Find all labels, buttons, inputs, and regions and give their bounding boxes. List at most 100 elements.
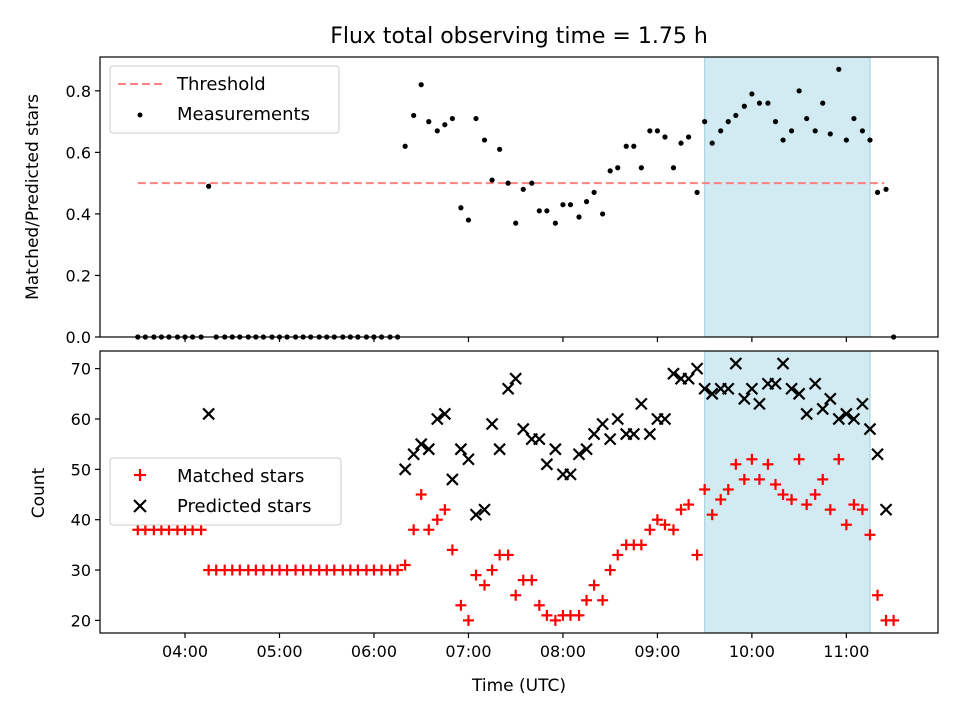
- bottom-yaxis: 20 30 40 50 60 70: [71, 360, 100, 630]
- matched-star-point: [667, 524, 679, 536]
- x-b: [454, 442, 468, 456]
- measurement-point: [765, 100, 771, 106]
- top-ytick-label: 0.2: [66, 266, 91, 285]
- measurement-point: [788, 128, 795, 134]
- matched-star-point: [462, 614, 474, 626]
- predicted-star-point: [549, 442, 562, 456]
- matched-star-point: [573, 609, 585, 621]
- bottom-predicted-layer: [202, 357, 893, 521]
- predicted-star-point: [533, 432, 546, 446]
- predicted-star-point: [603, 432, 617, 446]
- x-b: [738, 392, 751, 406]
- matched-star-point: [715, 494, 727, 506]
- bottom-xtick-label: 07:00: [445, 642, 491, 661]
- predicted-star-point: [721, 382, 735, 396]
- x-b: [800, 407, 813, 421]
- top-yaxis: 0.0 0.2 0.4 0.6 0.8: [66, 82, 100, 347]
- predicted-legend-swatch: [133, 499, 147, 513]
- measurement-point: [741, 103, 747, 109]
- predicted-star-point: [462, 452, 475, 466]
- x-b: [627, 427, 641, 441]
- matched-star-point: [809, 489, 821, 501]
- matched-star-point: [848, 499, 860, 511]
- matched-star-point: [762, 458, 774, 470]
- x-b: [635, 397, 648, 411]
- bottom-highlight-span: [704, 350, 871, 634]
- measurement-point: [796, 88, 802, 94]
- bottom-plot-frame: [99, 350, 939, 634]
- bottom-xlabel: Time (UTC): [471, 676, 566, 696]
- measurement-point: [725, 119, 731, 125]
- matched-star-point: [533, 599, 545, 611]
- x-b: [202, 407, 215, 421]
- bottom-ytick-label: 40: [71, 511, 91, 530]
- x-b: [414, 437, 428, 451]
- bottom-xaxis: 04:00 05:00 06:00 07:00 08:00 09:00 10:00 11:00: [162, 633, 869, 661]
- matched-star-point: [541, 609, 553, 621]
- top-ytick-label: 0.8: [66, 82, 91, 101]
- matched-star-point: [399, 559, 411, 571]
- measurement-point: [529, 180, 535, 186]
- x-b: [478, 503, 491, 516]
- bottom-legend-box: [109, 457, 342, 526]
- matched-star-point: [423, 524, 435, 536]
- x-b: [824, 392, 837, 406]
- top-ytick-label: 0.4: [66, 205, 91, 224]
- matched-star-point: [195, 524, 207, 536]
- predicted-star-point: [658, 412, 672, 426]
- predicted-star-point: [871, 447, 884, 461]
- bottom-xtick-label: 06:00: [351, 642, 397, 661]
- bottom-highlight-layer: [704, 350, 871, 634]
- top-ytick-label: 0.6: [66, 143, 91, 162]
- measurement-point: [560, 202, 566, 208]
- matched-star-point: [786, 494, 798, 506]
- predicted-star-point: [698, 382, 711, 396]
- matched-star-point: [801, 499, 813, 511]
- matched-star-point: [730, 458, 742, 470]
- x-b: [863, 422, 877, 436]
- measurement-point: [552, 220, 558, 226]
- matched-star-point: [644, 524, 656, 536]
- matched-star-point: [526, 574, 538, 586]
- top-highlight-span: [704, 56, 871, 338]
- measurement-point: [536, 208, 542, 214]
- measurement-point: [411, 112, 417, 119]
- predicted-star-point: [753, 397, 766, 411]
- x-b: [658, 412, 672, 426]
- measurement-point: [583, 199, 590, 205]
- matched-star-point: [431, 514, 443, 526]
- measurement-point: [465, 217, 472, 223]
- predicted-star-point: [816, 402, 830, 416]
- measurement-point: [576, 214, 582, 220]
- measurement-point: [402, 143, 408, 149]
- top-ytick-label: 0.0: [66, 328, 91, 347]
- x-b: [879, 503, 893, 516]
- matched-star-point: [635, 539, 647, 551]
- x-b: [856, 397, 869, 411]
- predicted-star-point: [422, 442, 436, 456]
- predicted-star-point: [832, 412, 846, 426]
- measurement-point: [654, 128, 661, 134]
- matched-star-point: [604, 564, 616, 576]
- predicted-star-point: [729, 357, 743, 370]
- top-legend-box: [109, 65, 340, 134]
- predicted-star-point: [540, 458, 554, 471]
- matched-star-point: [777, 489, 789, 501]
- predicted-star-point: [667, 367, 680, 380]
- predicted-star-point: [587, 427, 601, 441]
- matched-star-point: [479, 579, 491, 591]
- predicted-star-point: [446, 473, 459, 486]
- measurement-point: [718, 128, 724, 134]
- measurement-point: [694, 189, 700, 195]
- predicted-star-point: [564, 468, 577, 481]
- x-b: [587, 427, 601, 441]
- matched-star-point: [722, 483, 734, 495]
- measurement-point: [804, 115, 810, 122]
- x-b: [516, 422, 530, 436]
- predicted-star-point: [792, 387, 806, 401]
- x-b: [643, 427, 657, 441]
- x-b: [533, 432, 546, 446]
- x-b: [808, 377, 822, 391]
- x-b: [698, 382, 711, 396]
